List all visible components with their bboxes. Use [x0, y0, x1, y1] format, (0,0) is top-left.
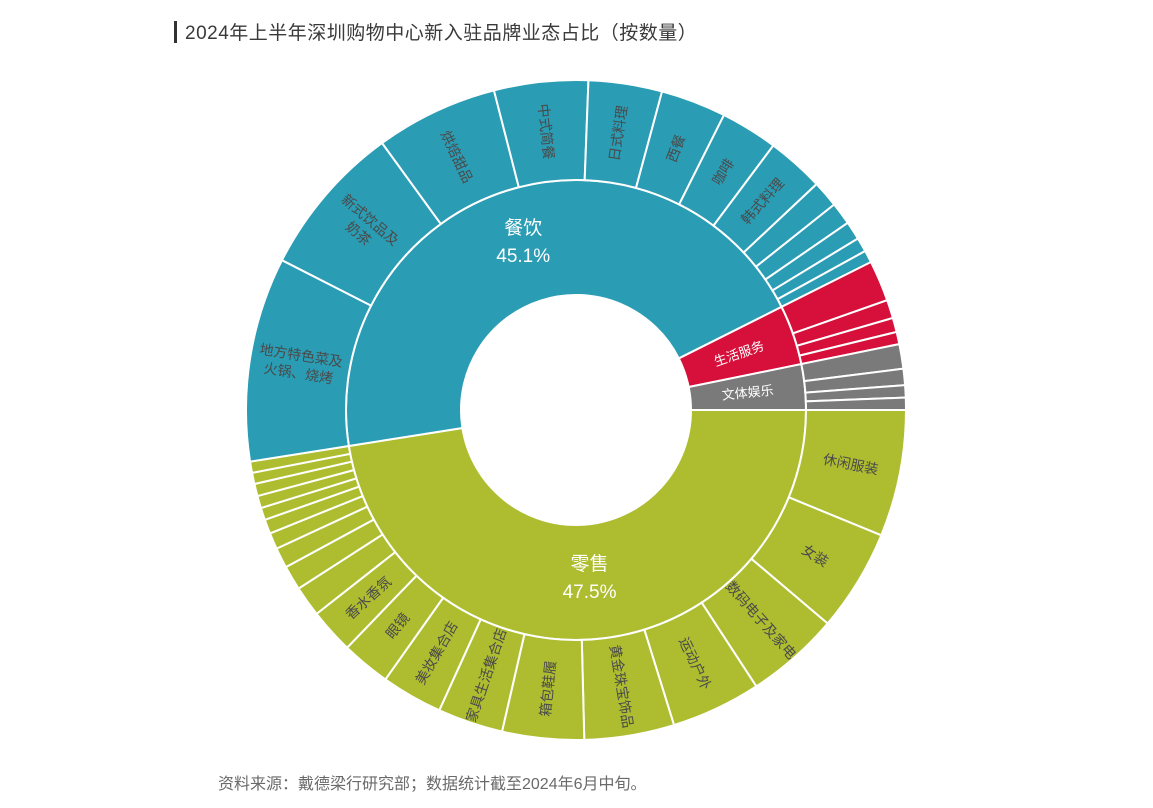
- title-accent-bar: [174, 21, 177, 43]
- inner-pct: 47.5%: [563, 582, 617, 603]
- chart-title-wrap: 2024年上半年深圳购物中心新入驻品牌业态占比（按数量）: [174, 18, 697, 45]
- inner-label: 零售: [571, 553, 609, 575]
- inner-pct: 45.1%: [496, 246, 550, 267]
- inner-label: 餐饮: [504, 217, 542, 239]
- chart-title: 2024年上半年深圳购物中心新入驻品牌业态占比（按数量）: [185, 18, 697, 45]
- source-note: 资料来源：戴德梁行研究部；数据统计截至2024年6月中旬。: [218, 770, 647, 794]
- sunburst-chart: 休闲服装女装数码电子及家电运动户外黄金珠宝饰品箱包鞋履家具生活集合店美妆集合店眼…: [176, 60, 976, 760]
